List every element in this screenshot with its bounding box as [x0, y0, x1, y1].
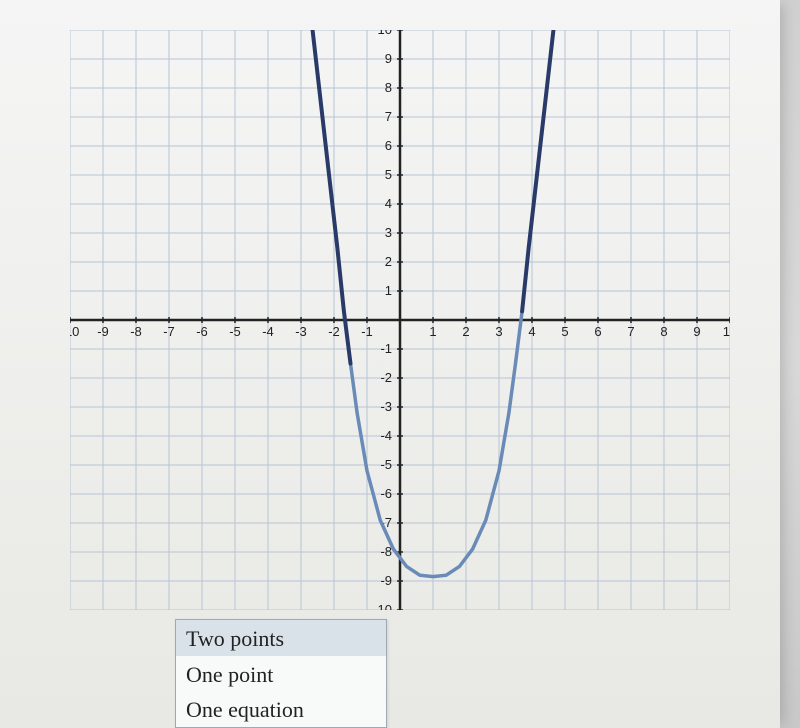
svg-text:4: 4	[385, 196, 392, 211]
dropdown-option-one-point[interactable]: One point	[176, 656, 386, 692]
svg-text:-4: -4	[262, 324, 274, 339]
svg-text:-5: -5	[229, 324, 241, 339]
svg-text:6: 6	[385, 138, 392, 153]
svg-text:-2: -2	[380, 370, 392, 385]
svg-text:2: 2	[385, 254, 392, 269]
svg-text:-9: -9	[380, 573, 392, 588]
svg-text:9: 9	[693, 324, 700, 339]
svg-text:-7: -7	[163, 324, 175, 339]
svg-text:-3: -3	[380, 399, 392, 414]
svg-text:4: 4	[528, 324, 535, 339]
dropdown-option-one-equation[interactable]: One equation	[176, 691, 386, 727]
svg-text:3: 3	[495, 324, 502, 339]
svg-text:-6: -6	[380, 486, 392, 501]
dropdown-option-two-points[interactable]: Two points	[176, 620, 386, 656]
svg-text:7: 7	[627, 324, 634, 339]
svg-text:1: 1	[385, 283, 392, 298]
svg-text:8: 8	[660, 324, 667, 339]
svg-text:7: 7	[385, 109, 392, 124]
svg-text:2: 2	[462, 324, 469, 339]
svg-text:8: 8	[385, 80, 392, 95]
svg-text:-1: -1	[361, 324, 373, 339]
svg-text:-2: -2	[328, 324, 340, 339]
svg-text:-9: -9	[97, 324, 109, 339]
svg-text:-1: -1	[380, 341, 392, 356]
svg-text:10: 10	[378, 30, 392, 37]
svg-text:5: 5	[561, 324, 568, 339]
svg-text:-6: -6	[196, 324, 208, 339]
axis-titles: xy	[408, 30, 730, 318]
coordinate-graph: -10-9-8-7-6-5-4-3-2-112345678910-10-9-8-…	[70, 30, 730, 610]
svg-text:-4: -4	[380, 428, 392, 443]
svg-text:-5: -5	[380, 457, 392, 472]
graph-svg: -10-9-8-7-6-5-4-3-2-112345678910-10-9-8-…	[70, 30, 730, 610]
svg-text:5: 5	[385, 167, 392, 182]
svg-text:-3: -3	[295, 324, 307, 339]
svg-text:9: 9	[385, 51, 392, 66]
screenshot-container: -10-9-8-7-6-5-4-3-2-112345678910-10-9-8-…	[0, 0, 800, 728]
svg-text:-8: -8	[130, 324, 142, 339]
svg-text:6: 6	[594, 324, 601, 339]
svg-text:3: 3	[385, 225, 392, 240]
svg-text:10: 10	[723, 324, 730, 339]
answer-dropdown[interactable]: Two points One point One equation	[175, 619, 387, 728]
svg-text:-10: -10	[70, 324, 79, 339]
svg-text:1: 1	[429, 324, 436, 339]
svg-text:-10: -10	[373, 602, 392, 610]
